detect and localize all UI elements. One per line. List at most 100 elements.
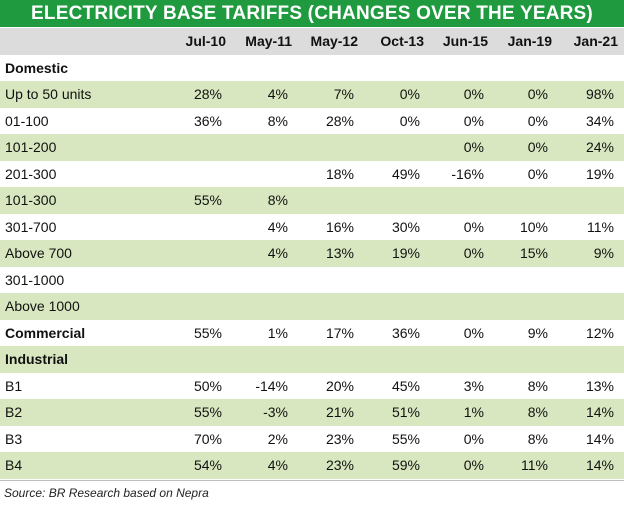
- row-label: B4: [0, 452, 168, 479]
- row-label: 201-300: [0, 160, 168, 187]
- table-cell: 12%: [558, 319, 624, 346]
- table-cell: [494, 266, 558, 293]
- table-cell: 9%: [558, 240, 624, 267]
- table-row: B2 55% -3% 21% 51% 1% 8% 14%: [0, 399, 624, 426]
- table-row: Above 1000: [0, 293, 624, 320]
- table-cell: 3%: [430, 372, 494, 399]
- table-row: Industrial: [0, 346, 624, 373]
- table-cell: 0%: [430, 81, 494, 108]
- table-row: 301-1000: [0, 266, 624, 293]
- table-cell: [494, 187, 558, 214]
- table-cell: [430, 346, 494, 373]
- table-cell: 11%: [558, 213, 624, 240]
- row-label: Above 1000: [0, 293, 168, 320]
- column-header: Jun-15: [430, 28, 494, 55]
- table-cell: 4%: [232, 452, 298, 479]
- table-cell: 14%: [558, 452, 624, 479]
- table-cell: 0%: [430, 425, 494, 452]
- table-row: 101-200 0% 0% 24%: [0, 134, 624, 161]
- table-row: Domestic: [0, 54, 624, 81]
- column-header: Jul-10: [168, 28, 232, 55]
- table-cell: [494, 54, 558, 81]
- table-cell: 19%: [364, 240, 430, 267]
- table-cell: 1%: [430, 399, 494, 426]
- table-cell: 49%: [364, 160, 430, 187]
- table-cell: [364, 293, 430, 320]
- table-cell: 10%: [494, 213, 558, 240]
- table-cell: 4%: [232, 240, 298, 267]
- table-cell: 19%: [558, 160, 624, 187]
- table-cell: 0%: [494, 134, 558, 161]
- table-row: Commercial 55% 1% 17% 36% 0% 9% 12%: [0, 319, 624, 346]
- table-row: B3 70% 2% 23% 55% 0% 8% 14%: [0, 425, 624, 452]
- table-cell: [298, 187, 364, 214]
- header-row: Jul-10 May-11 May-12 Oct-13 Jun-15 Jan-1…: [0, 28, 624, 55]
- table-cell: 24%: [558, 134, 624, 161]
- table-cell: [168, 160, 232, 187]
- table-cell: 8%: [494, 425, 558, 452]
- table-cell: 4%: [232, 213, 298, 240]
- table-cell: [364, 187, 430, 214]
- table-cell: [168, 293, 232, 320]
- table-cell: 45%: [364, 372, 430, 399]
- row-label: Commercial: [0, 319, 168, 346]
- table-cell: [364, 346, 430, 373]
- table-cell: 0%: [364, 81, 430, 108]
- row-label: 01-100: [0, 107, 168, 134]
- table-cell: 0%: [430, 134, 494, 161]
- row-label: Industrial: [0, 346, 168, 373]
- table-cell: 55%: [168, 187, 232, 214]
- table-row: Up to 50 units 28% 4% 7% 0% 0% 0% 98%: [0, 81, 624, 108]
- table-cell: 8%: [232, 107, 298, 134]
- table-cell: [298, 266, 364, 293]
- table-row: B1 50% -14% 20% 45% 3% 8% 13%: [0, 372, 624, 399]
- table-row: Above 700 4% 13% 19% 0% 15% 9%: [0, 240, 624, 267]
- column-header: Jan-19: [494, 28, 558, 55]
- row-label: 101-300: [0, 187, 168, 214]
- table-cell: [168, 213, 232, 240]
- table-cell: [494, 293, 558, 320]
- table-cell: [430, 293, 494, 320]
- table-cell: 51%: [364, 399, 430, 426]
- row-label: B3: [0, 425, 168, 452]
- table-cell: 2%: [232, 425, 298, 452]
- table-title: ELECTRICITY BASE TARIFFS (CHANGES OVER T…: [0, 0, 624, 27]
- table-cell: 17%: [298, 319, 364, 346]
- table-cell: [232, 54, 298, 81]
- table-cell: 0%: [494, 107, 558, 134]
- table-cell: 30%: [364, 213, 430, 240]
- table-cell: [364, 54, 430, 81]
- row-label: B2: [0, 399, 168, 426]
- table-cell: 0%: [364, 107, 430, 134]
- table-cell: 0%: [494, 160, 558, 187]
- source-note: Source: BR Research based on Nepra: [4, 486, 209, 500]
- table-cell: 14%: [558, 399, 624, 426]
- row-label: 101-200: [0, 134, 168, 161]
- table-cell: 23%: [298, 452, 364, 479]
- column-header: Jan-21: [558, 28, 624, 55]
- table-cell: 4%: [232, 81, 298, 108]
- table-cell: [558, 346, 624, 373]
- table-cell: 14%: [558, 425, 624, 452]
- table-cell: [232, 134, 298, 161]
- table-cell: [430, 266, 494, 293]
- table-cell: [232, 346, 298, 373]
- table-cell: 54%: [168, 452, 232, 479]
- table-cell: 7%: [298, 81, 364, 108]
- table-cell: 28%: [168, 81, 232, 108]
- table-cell: 13%: [298, 240, 364, 267]
- table-cell: [298, 134, 364, 161]
- table-cell: [558, 293, 624, 320]
- table-cell: [298, 293, 364, 320]
- table-cell: 8%: [494, 399, 558, 426]
- row-label: B1: [0, 372, 168, 399]
- table-cell: 11%: [494, 452, 558, 479]
- table-cell: 0%: [430, 319, 494, 346]
- header-corner: [0, 28, 168, 55]
- table-body: Domestic Up to 50 units 28% 4% 7% 0% 0% 0% 98% 01…: [0, 54, 624, 479]
- table-cell: [558, 187, 624, 214]
- table-cell: 0%: [430, 240, 494, 267]
- table-cell: 0%: [430, 452, 494, 479]
- table-cell: [232, 266, 298, 293]
